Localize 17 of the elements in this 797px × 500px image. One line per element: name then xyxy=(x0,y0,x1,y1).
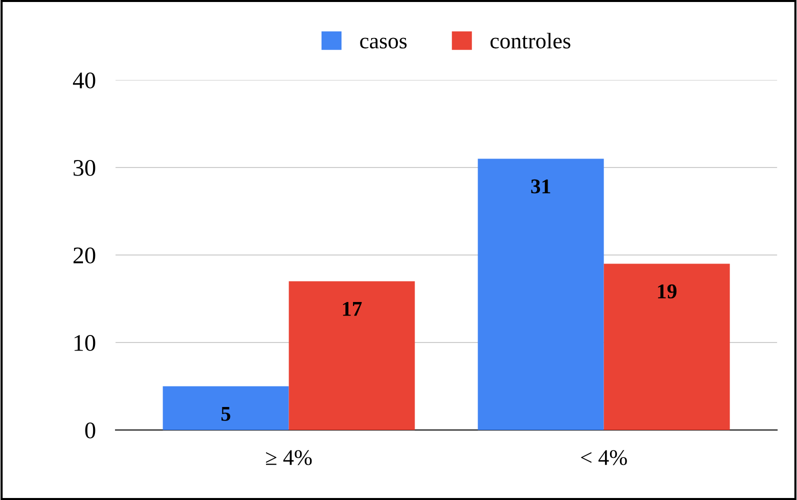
y-tick-label: 0 xyxy=(85,422,96,438)
x-tick-label: < 4% xyxy=(581,450,627,466)
bar xyxy=(288,281,415,430)
y-tick-label: 10 xyxy=(74,334,96,351)
data-label: 17 xyxy=(343,302,362,316)
data-label: 31 xyxy=(531,179,550,194)
bar xyxy=(604,264,730,430)
x-tick-label: ≥ 4% xyxy=(266,450,312,466)
legend-label: controles xyxy=(490,32,570,48)
y-tick-label: 40 xyxy=(72,72,96,88)
data-label: 5 xyxy=(221,407,230,421)
data-label: 19 xyxy=(658,284,676,298)
legend-label: casos xyxy=(360,38,407,48)
bar xyxy=(478,158,604,430)
bar xyxy=(162,386,289,430)
y-tick-label: 30 xyxy=(74,160,96,176)
y-tick-label: 20 xyxy=(74,247,96,264)
